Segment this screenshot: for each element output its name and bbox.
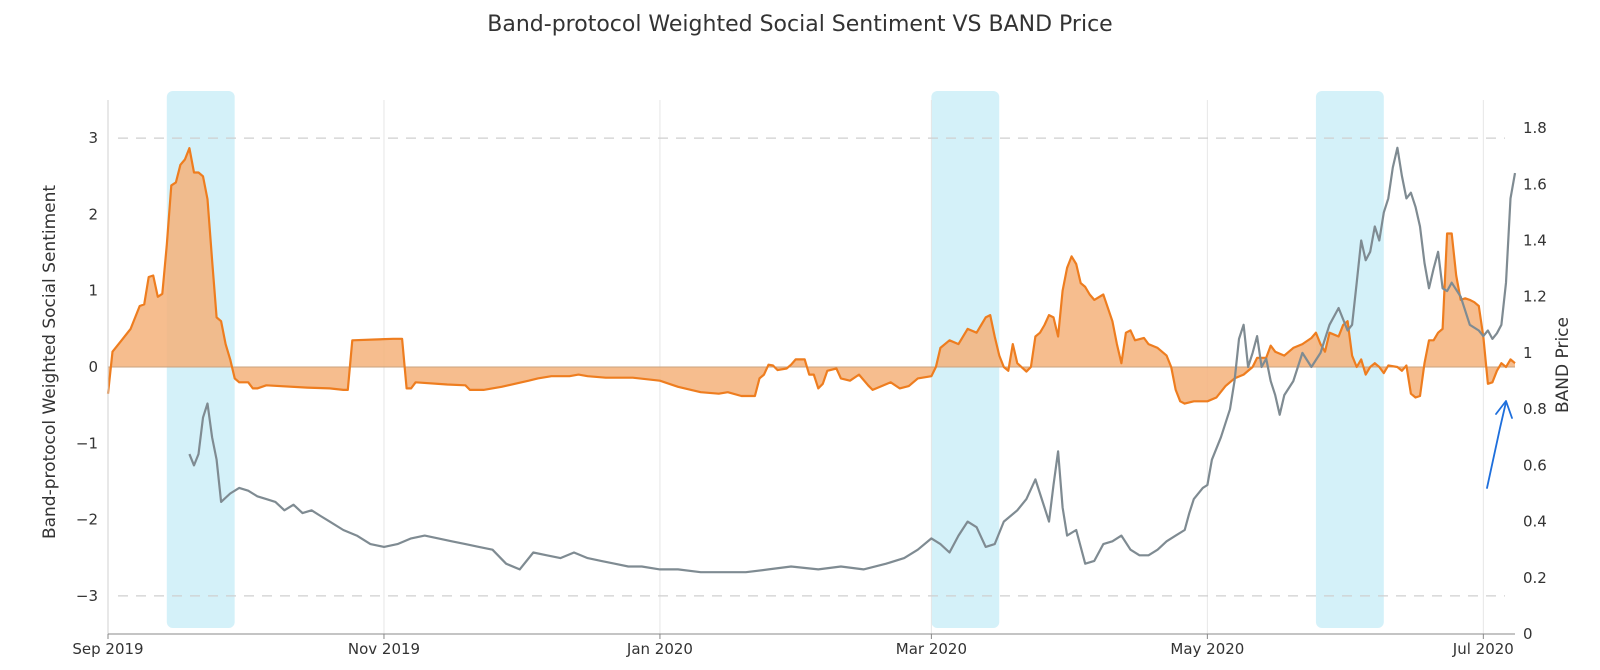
arrow-annotation	[1486, 400, 1513, 489]
x-tick-label: Mar 2020	[896, 640, 967, 658]
x-tick-label: Jul 2020	[1452, 640, 1514, 658]
y-right-tick-label: 0	[1523, 625, 1533, 643]
y-left-tick-label: 3	[88, 129, 98, 147]
chart-title: Band-protocol Weighted Social Sentiment …	[487, 12, 1113, 37]
axes: Sep 2019 Nov 2019 Jan 2020 Mar 2020 May 2020…	[72, 100, 1547, 658]
y-right-tick-label: 0.8	[1523, 400, 1547, 418]
y-left-tick-label: −2	[76, 511, 98, 529]
y-axis-right-title: BAND Price	[1553, 317, 1573, 413]
y-right-tick-label: 1.2	[1523, 288, 1547, 306]
y-right-tick-label: 1	[1523, 344, 1533, 362]
sentiment-fill	[108, 148, 1515, 404]
y-right-tick-label: 1.4	[1523, 232, 1547, 250]
y-left-tick-label: 1	[88, 282, 98, 300]
y-left-tick-label: 2	[88, 205, 98, 223]
y-right-tick-label: 0.2	[1523, 569, 1547, 587]
y-right-tick-label: 1.8	[1523, 119, 1547, 137]
y-right-tick-label: 0.4	[1523, 513, 1547, 531]
x-tick-label: Jan 2020	[626, 640, 693, 658]
y-left-tick-label: −1	[76, 434, 98, 452]
x-tick-label: May 2020	[1170, 640, 1244, 658]
x-tick-label: Sep 2019	[72, 640, 143, 658]
y-right-tick-label: 0.6	[1523, 456, 1547, 474]
y-axis-left-title: Band-protocol Weighted Social Sentiment	[40, 185, 60, 539]
arrow-shaft	[1486, 401, 1507, 489]
price-line	[188, 146, 1517, 574]
sentiment-area-layer	[106, 147, 1516, 405]
sentiment-line	[106, 147, 1516, 405]
price-line-layer	[188, 146, 1517, 574]
x-tick-label: Nov 2019	[348, 640, 420, 658]
highlight-bands	[166, 91, 1384, 628]
y-right-tick-label: 1.6	[1523, 175, 1547, 193]
y-left-tick-label: 0	[88, 358, 98, 376]
y-left-tick-label: −3	[76, 587, 98, 605]
arrow-head	[1495, 400, 1513, 419]
